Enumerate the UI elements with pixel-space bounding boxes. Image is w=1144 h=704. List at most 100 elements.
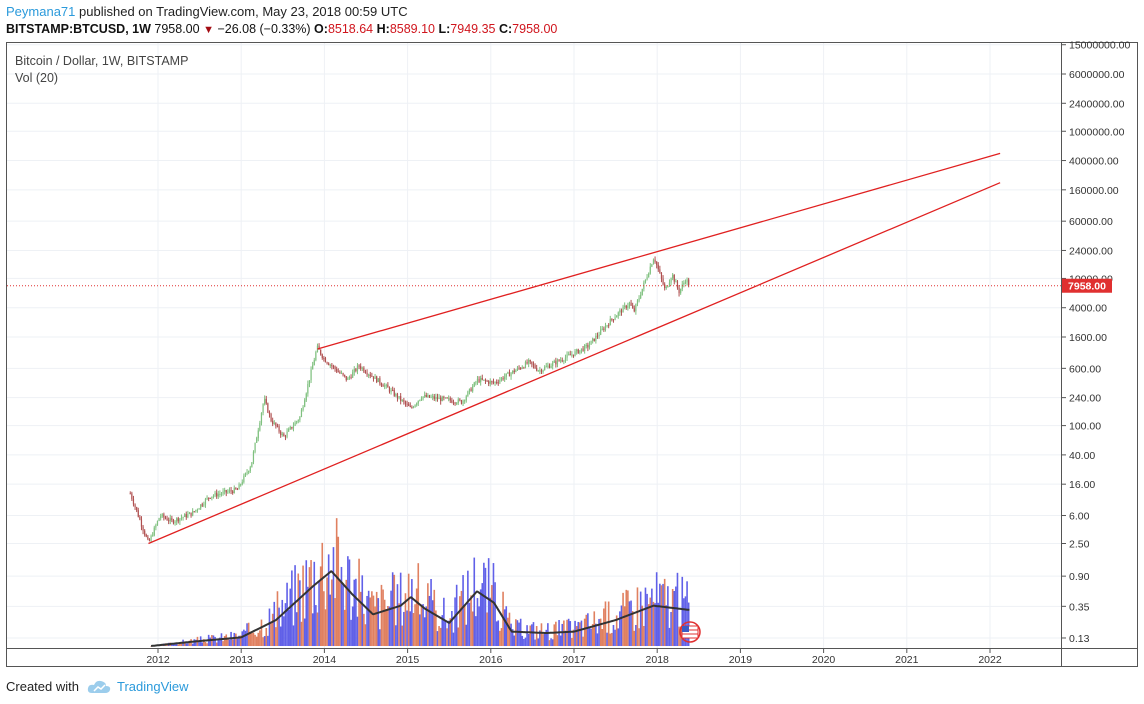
time-axis[interactable]: 2012 2013 2014 2015 2016 2017 2018 2019 2020 2021…	[146, 648, 1002, 666]
candle-body	[380, 383, 383, 386]
volume-bar	[609, 633, 612, 646]
volume-bar	[231, 639, 234, 646]
candle-body	[200, 504, 202, 509]
candle-body	[648, 273, 650, 278]
trendline-support[interactable]	[148, 182, 1001, 545]
candle-body	[337, 371, 339, 373]
tradingview-link[interactable]: TradingView	[116, 679, 189, 694]
candle-body	[376, 376, 378, 383]
volume-bar	[433, 589, 436, 646]
candle-body	[496, 381, 498, 383]
volume-bar	[531, 624, 533, 646]
volume-bar	[406, 610, 408, 646]
volume-bar	[265, 628, 268, 646]
candle-body	[523, 367, 525, 369]
candle-body	[246, 472, 248, 474]
candle-body	[628, 302, 631, 306]
candle-body	[440, 397, 442, 402]
volume-bar	[681, 576, 684, 646]
volume-bar	[494, 582, 496, 646]
volume-bar	[195, 639, 197, 646]
volume-bar	[598, 618, 600, 646]
candle-body	[347, 377, 349, 380]
volume-bar	[574, 620, 576, 646]
candle-body	[283, 433, 285, 437]
volume-bar	[228, 639, 231, 646]
candle-body	[518, 367, 520, 369]
candle-body	[379, 378, 381, 384]
candle-body	[505, 373, 507, 377]
candle-body	[256, 438, 258, 443]
volume-bar	[438, 626, 440, 646]
candle-body	[528, 360, 530, 364]
candle-body	[204, 499, 207, 505]
volume-bar	[630, 600, 632, 646]
volume-bar	[510, 623, 512, 646]
candle-body	[257, 430, 259, 439]
candle-body	[662, 278, 664, 285]
volume-bar	[300, 621, 303, 646]
candle-body	[304, 400, 306, 407]
volume-bar	[647, 604, 650, 646]
volume-bar	[449, 618, 452, 646]
candle-body	[412, 407, 415, 409]
candle-body	[286, 431, 288, 437]
candle-body	[161, 514, 163, 517]
candle-body	[220, 493, 223, 495]
candle-body	[430, 396, 432, 398]
volume-bar	[263, 636, 266, 646]
volume-bar	[612, 625, 615, 646]
candle-body	[248, 471, 250, 473]
trendline-resistance[interactable]	[317, 152, 1001, 350]
candle-body	[251, 462, 253, 468]
candle-body	[291, 426, 293, 429]
volume-bar	[214, 636, 216, 646]
author-link[interactable]: Peymana71	[6, 4, 76, 19]
volume-bar	[239, 635, 242, 646]
candle-body	[446, 397, 448, 399]
volume-bar	[364, 624, 367, 646]
candle-body	[568, 354, 570, 356]
candle-body	[406, 403, 408, 405]
candle-body	[675, 281, 677, 283]
year-tick-label: 2019	[729, 654, 753, 666]
volume-bar	[150, 646, 152, 647]
volume-bar	[191, 643, 194, 646]
price-axis[interactable]: 15000000.00 6000000.00 2400000.00 1000000.0…	[1061, 40, 1130, 645]
candle-body	[620, 310, 623, 313]
candle-body	[552, 362, 554, 366]
candle-body	[644, 279, 647, 283]
volume-bar	[321, 542, 324, 646]
candle-body	[368, 374, 370, 376]
volume-bar	[398, 603, 400, 646]
volume-bar	[478, 606, 480, 646]
volume-bar	[326, 577, 328, 646]
candle-body	[678, 287, 680, 294]
candle-body	[299, 416, 301, 421]
candle-body	[238, 484, 240, 490]
candle-body	[388, 387, 391, 392]
candle-body	[265, 398, 267, 404]
volume-bar	[367, 590, 370, 646]
volume-bar	[372, 595, 375, 646]
candle-body	[144, 530, 146, 535]
volume-bar	[580, 620, 583, 646]
high-value: 8589.10	[389, 22, 435, 36]
volume-bar	[475, 616, 477, 646]
volume-bar	[369, 597, 372, 646]
volume-bar	[382, 589, 384, 646]
candle-body	[526, 362, 528, 364]
volume-bar	[534, 639, 536, 646]
candle-body	[427, 395, 429, 397]
candle-body	[243, 475, 245, 483]
volume-bar	[428, 595, 431, 646]
volume-bar	[289, 588, 292, 646]
trendlines[interactable]	[148, 152, 1001, 545]
volume-bar	[332, 547, 335, 646]
low-value: 7949.35	[450, 22, 496, 36]
volume-bar	[537, 638, 540, 646]
volume-bar	[516, 620, 519, 646]
candle-body	[363, 367, 365, 372]
candle-body	[145, 534, 147, 537]
